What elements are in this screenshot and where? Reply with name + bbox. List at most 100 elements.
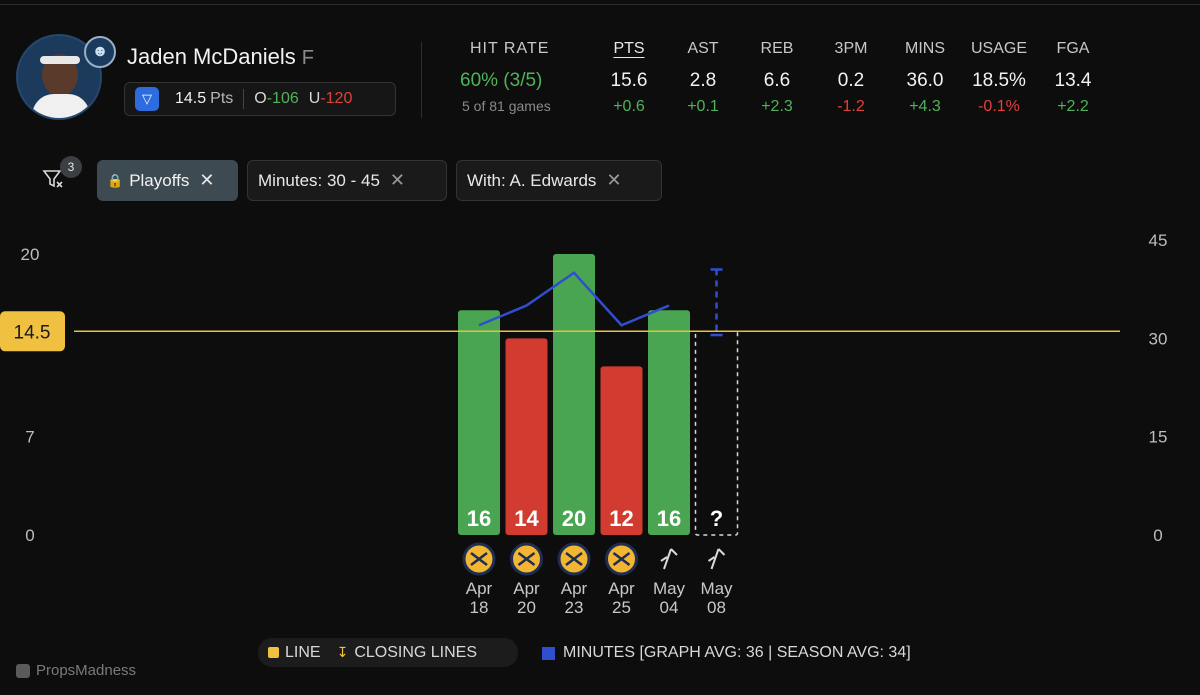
propsmadness-logo-icon [16,663,30,678]
stat-pts[interactable]: PTS 15.6 +0.6 [584,40,674,116]
filter-count-badge: 3 [60,156,82,178]
filter-chip-label: Playoffs [129,170,190,190]
brand-watermark: PropsMadness [16,662,136,679]
filter-chip-playoffs[interactable]: 🔒 Playoffs ✕ [97,160,238,201]
line-legend-swatch [268,647,279,658]
stat-label: REB [760,40,794,57]
stat-value: 13.4 [1054,70,1092,91]
line-badge-label: 14.5 [14,322,51,343]
date-month: Apr [561,579,588,598]
right-axis-tick: 30 [1149,329,1168,348]
over-odds: -106 [266,90,299,107]
prop-unit: Pts [210,90,234,107]
stat-label: MINS [905,40,945,57]
date-day: 04 [660,598,679,617]
stat-diff: +4.3 [909,98,941,115]
stat-diff: +0.1 [687,98,719,115]
stat-value: 6.6 [763,70,791,91]
filter-chip-minutes[interactable]: Minutes: 30 - 45 ✕ [247,160,447,201]
left-axis-tick: 20 [21,245,40,264]
stat-value: 0.2 [837,70,865,91]
date-day: 20 [517,598,536,617]
date-day: 23 [565,598,584,617]
stat-usage[interactable]: USAGE 18.5% -0.1% [954,40,1044,116]
bar-value-label: 16 [467,506,491,531]
stat-diff: -0.1% [978,98,1020,115]
close-icon[interactable]: ✕ [389,170,405,190]
date-day: 08 [707,598,726,617]
prop-line-value: 14.5 [175,90,207,107]
nuggets-icon-detail [565,552,583,566]
over-label: O [254,90,267,107]
bar [600,366,643,535]
stat-label: FGA [1056,40,1090,57]
stat-label: 3PM [834,40,868,57]
date-month: May [700,579,733,598]
right-axis-tick: 15 [1149,428,1168,447]
date-day: 25 [612,598,631,617]
minutes-line [478,271,670,327]
stat-label: AST [687,40,719,57]
bar [505,338,548,535]
bar-value-label: ? [710,506,723,531]
spurs-icon [707,548,726,570]
date-month: Apr [513,579,540,598]
bar-value-label: 16 [657,506,681,531]
fanduel-shield-icon: ▽ [135,87,159,111]
lock-icon: 🔒 [107,172,124,188]
filter-chip-with[interactable]: With: A. Edwards ✕ [456,160,662,201]
close-icon[interactable]: ✕ [199,170,215,190]
date-day: 18 [470,598,489,617]
bar-value-label: 20 [562,506,586,531]
hit-rate-label: HIT RATE [470,40,550,57]
stat-label: PTS [613,40,645,57]
player-name-text: Jaden McDaniels [127,44,296,69]
right-axis-tick: 45 [1149,231,1168,250]
bar-value-label: 12 [609,506,633,531]
stat-value: 2.8 [689,70,717,91]
bar [458,310,500,535]
nuggets-icon-detail [517,552,536,566]
stat-diff: -1.2 [837,98,865,115]
nuggets-icon-detail [470,552,488,566]
nuggets-icon-detail [612,552,631,566]
stat-diff: +2.3 [761,98,793,115]
stat-value: 15.6 [610,70,648,91]
stat-diff: +2.2 [1057,98,1089,115]
stat-fga[interactable]: FGA 13.4 +2.2 [1028,40,1118,116]
bar [648,310,690,535]
legend-line-label: LINE [285,643,321,661]
hit-rate-value: 60% (3/5) [460,70,543,91]
left-axis-tick: 0 [25,526,34,545]
top-divider [0,4,1200,5]
stat-mins[interactable]: MINS 36.0 +4.3 [880,40,970,116]
minutes-legend[interactable]: MINUTES [GRAPH AVG: 36 | SEASON AVG: 34] [542,644,911,662]
prop-separator [243,89,245,109]
under-odds: -120 [320,90,353,107]
close-icon[interactable]: ✕ [606,170,622,190]
spurs-icon [660,548,678,570]
game-log-chart: 2070453015016Apr1814Apr2020Apr2312Apr251… [0,231,1168,617]
prop-line-pill[interactable]: ▽ 14.5 Pts O -106 U -120 [124,82,396,116]
date-month: Apr [466,579,493,598]
stat-reb[interactable]: REB 6.6 +2.3 [732,40,822,116]
hit-rate-sub: 5 of 81 games [462,98,551,114]
stat-ast[interactable]: AST 2.8 +0.1 [658,40,748,116]
stat-diff: +0.6 [613,98,645,115]
player-name[interactable]: Jaden McDaniels F [127,44,314,70]
stat-value: 18.5% [972,70,1026,91]
filter-chip-label: With: A. Edwards [467,170,597,190]
legend-pill[interactable]: LINE ↧ CLOSING LINES [258,638,518,667]
line-badge [0,311,65,352]
date-month: May [653,579,686,598]
bar [553,254,595,536]
stat-label: USAGE [970,40,1027,57]
pending-bar [694,330,739,536]
bar-value-label: 14 [514,506,539,531]
wolves-logo-icon: ☻ [84,36,116,68]
player-position: F [301,47,314,69]
minutes-legend-swatch [542,646,555,660]
brand-name: PropsMadness [36,662,137,679]
stat-3pm[interactable]: 3PM 0.2 -1.2 [806,40,896,116]
legend-minutes-label: MINUTES [GRAPH AVG: 36 | SEASON AVG: 34] [563,644,911,661]
